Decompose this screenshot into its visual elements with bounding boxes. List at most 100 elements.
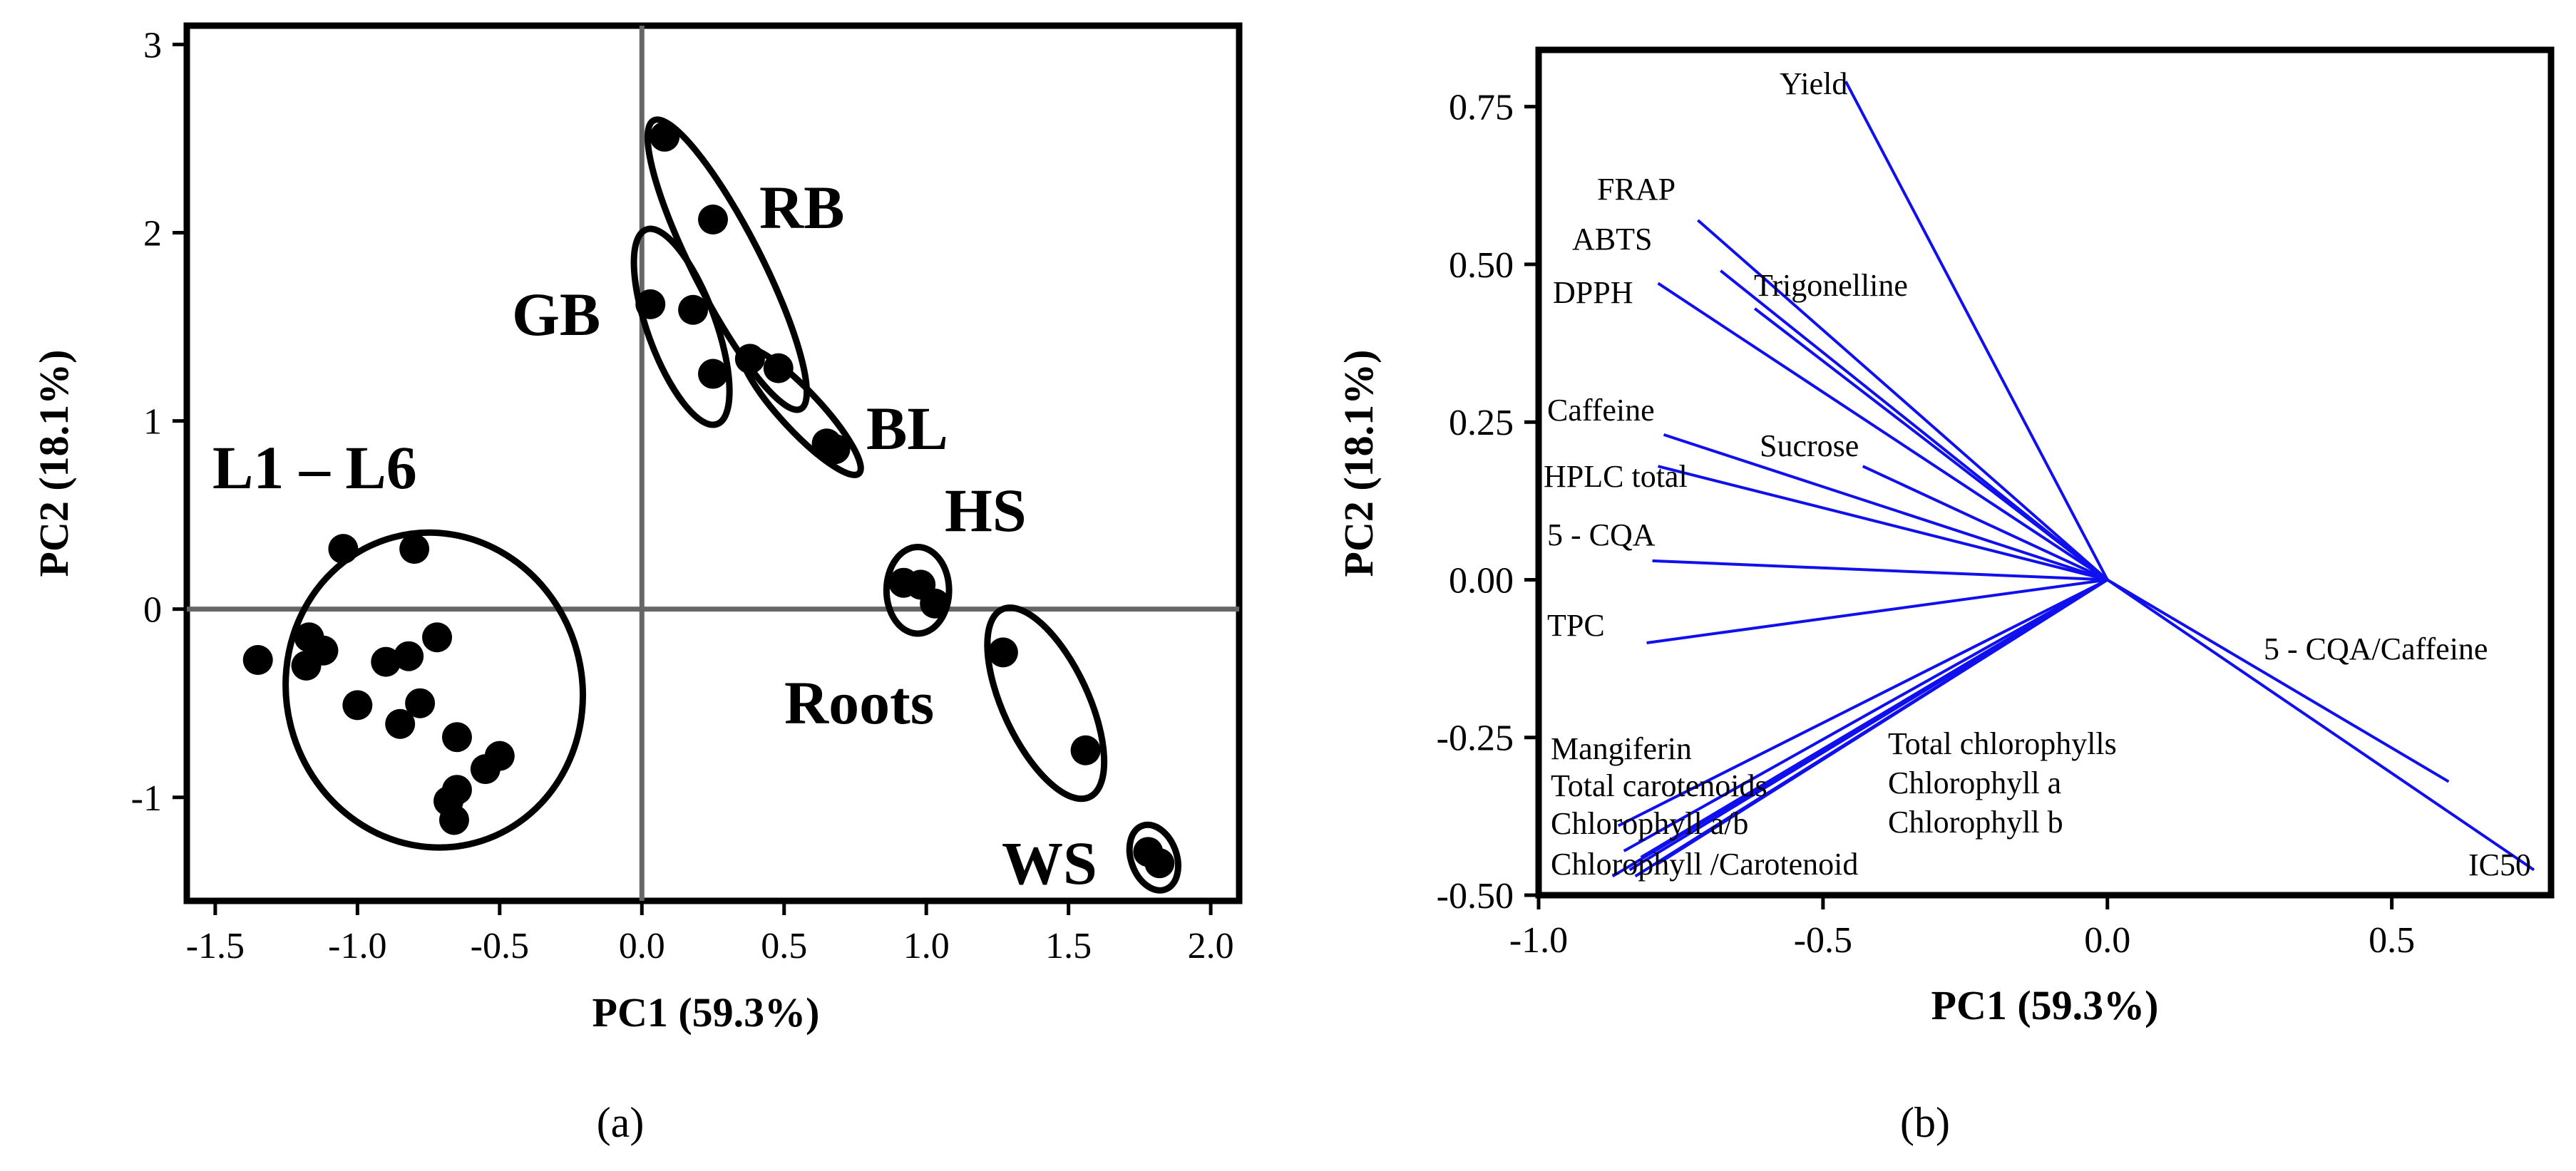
x-tick-label: 0.5 (761, 926, 807, 966)
loading-vector-sucrose (1862, 465, 2108, 582)
group-label-gb: GB (512, 280, 600, 349)
loading-vector-chlorophyll-b (1634, 578, 2108, 878)
score-point-ws (1144, 848, 1175, 879)
loading-vector-frap (1697, 219, 2109, 581)
panel-a-x-axis-label: PC1 (59.3%) (592, 989, 820, 1036)
score-point-rb (650, 121, 680, 152)
score-point-l1-l6 (438, 805, 469, 835)
var-label-mangiferin: Mangiferin (1551, 731, 1692, 766)
loading-vector-total-carotenoids (1623, 578, 2108, 852)
var-label-ic50: IC50 (2468, 847, 2531, 882)
score-point-l1-l6 (399, 534, 430, 564)
panel-b-caption: (b) (1900, 1099, 1950, 1146)
score-point-l1-l6 (422, 622, 453, 653)
score-point-gb (635, 289, 666, 319)
var-label-sucrose: Sucrose (1760, 428, 1859, 463)
x-tick-label: 1.5 (1045, 926, 1092, 966)
score-point-l1-l6 (484, 741, 515, 771)
panel-b-loading-vectors (1611, 81, 2535, 878)
x-tick-label: -1.5 (186, 926, 245, 966)
y-tick-label: 0.75 (1449, 88, 1514, 128)
x-tick-label: -1.0 (1509, 920, 1568, 961)
score-point-hs (920, 588, 950, 619)
var-label-chlorophyll-a: Chlorophyll a (1888, 765, 2061, 800)
score-point-l1-l6 (242, 644, 273, 675)
score-point-rb (763, 353, 794, 383)
score-point-l1-l6 (328, 534, 359, 564)
ellipse-hs (883, 544, 953, 637)
var-label-chlorophyll-carotenoid: Chlorophyll /Carotenoid (1551, 847, 1858, 882)
panel-b-loadings-biplot: -1.0 -0.5 0.0 0.5 0.75 0.50 0.25 0.00 -0.25 -0.50… (1335, 46, 2555, 1146)
score-point-l1-l6 (371, 646, 401, 677)
loading-vector-yield (1844, 81, 2109, 581)
var-label-5-cqa-caffeine: 5 - CQA/Caffeine (2264, 631, 2488, 666)
score-point-bl (820, 434, 851, 465)
var-label-chlorophyll-a-b: Chlorophyll a/b (1551, 806, 1748, 841)
loading-vector-5-cqa (1652, 559, 2108, 582)
loading-vector-tpc (1646, 578, 2108, 644)
var-label-hplc-total: HPLC total (1544, 459, 1688, 494)
group-label-ws: WS (1002, 829, 1097, 897)
score-point-roots (1070, 735, 1101, 765)
panel-a-pca-scores: -1.5 -1.0 -0.5 0.0 0.5 1.0 1.5 2.0 -1 0 1 2 3 L1 – L… (31, 22, 1243, 1146)
score-point-gb (698, 358, 728, 389)
panel-a-score-points (242, 121, 1175, 879)
ellipse-roots (984, 604, 1108, 803)
var-label-dpph: DPPH (1553, 275, 1633, 310)
panel-b-y-axis-label: PC2 (18.1%) (1335, 350, 1382, 577)
var-label-total-chlorophylls: Total chlorophylls (1888, 726, 2117, 761)
x-tick-label: 0.0 (619, 926, 665, 966)
group-label-bl: BL (866, 394, 948, 463)
loading-vector-caffeine (1663, 433, 2108, 582)
panel-a-reference-lines (187, 26, 1239, 901)
group-label-roots: Roots (784, 669, 934, 737)
loading-vector-ic50 (2106, 578, 2535, 872)
score-point-rb (698, 205, 728, 235)
var-label-frap: FRAP (1597, 172, 1676, 207)
loading-vector-mangiferin (1617, 578, 2108, 827)
score-point-l1-l6 (342, 690, 373, 721)
y-tick-label: 3 (143, 25, 162, 66)
x-tick-label: 0.0 (2084, 920, 2130, 961)
var-label-5-cqa: 5 - CQA (1547, 517, 1656, 552)
score-point-l1-l6 (394, 641, 424, 671)
x-tick-label: -1.0 (328, 926, 386, 966)
loading-vector-trigonelline (1753, 307, 2108, 582)
panel-a-ticks: -1.5 -1.0 -0.5 0.0 0.5 1.0 1.5 2.0 -1 0 1 2 3 (131, 25, 1234, 966)
panel-a-caption: (a) (597, 1099, 645, 1146)
x-tick-label: -0.5 (471, 926, 529, 966)
panel-a-plot-frame (183, 22, 1243, 904)
score-point-l1-l6 (385, 708, 416, 739)
score-point-l1-l6 (291, 650, 322, 681)
y-tick-label: 0.25 (1449, 403, 1514, 443)
score-point-l1-l6 (405, 688, 436, 718)
loading-vector-dpph (1657, 282, 2108, 582)
var-label-total-carotenoids: Total carotenoids (1551, 768, 1767, 803)
y-tick-label: 2 (143, 213, 162, 254)
var-label-trigonelline: Trigonelline (1754, 268, 1908, 303)
panel-b-ticks: -1.0 -0.5 0.0 0.5 0.75 0.50 0.25 0.00 -0.25 -0.50 (1437, 88, 2415, 961)
score-point-l1-l6 (441, 722, 472, 753)
group-label-rb: RB (759, 173, 844, 242)
loading-vector-hplc-total (1658, 465, 2108, 582)
var-label-yield: Yield (1780, 66, 1847, 101)
y-tick-label: 0.50 (1449, 245, 1514, 286)
loading-vector-5-cqa-caffeine (2106, 578, 2450, 783)
group-label-hs: HS (945, 476, 1027, 545)
x-tick-label: 0.5 (2369, 920, 2415, 961)
y-tick-label: -1 (131, 778, 162, 819)
var-label-caffeine: Caffeine (1547, 393, 1655, 428)
group-label-l1-l6: L1 – L6 (212, 433, 417, 502)
y-tick-label: 0 (143, 590, 162, 631)
ellipse-gb (630, 225, 733, 428)
y-tick-label: 0.00 (1449, 560, 1514, 601)
var-label-chlorophyll-b: Chlorophyll b (1888, 805, 2063, 840)
y-tick-label: -0.25 (1437, 718, 1514, 759)
score-point-gb (678, 294, 709, 325)
score-point-bl (734, 344, 765, 374)
x-tick-label: -0.5 (1794, 920, 1852, 961)
x-tick-label: 2.0 (1188, 926, 1234, 966)
loading-vector-abts (1720, 269, 2109, 582)
y-tick-label: 1 (143, 402, 162, 443)
panel-b-x-axis-label: PC1 (59.3%) (1931, 982, 2159, 1028)
